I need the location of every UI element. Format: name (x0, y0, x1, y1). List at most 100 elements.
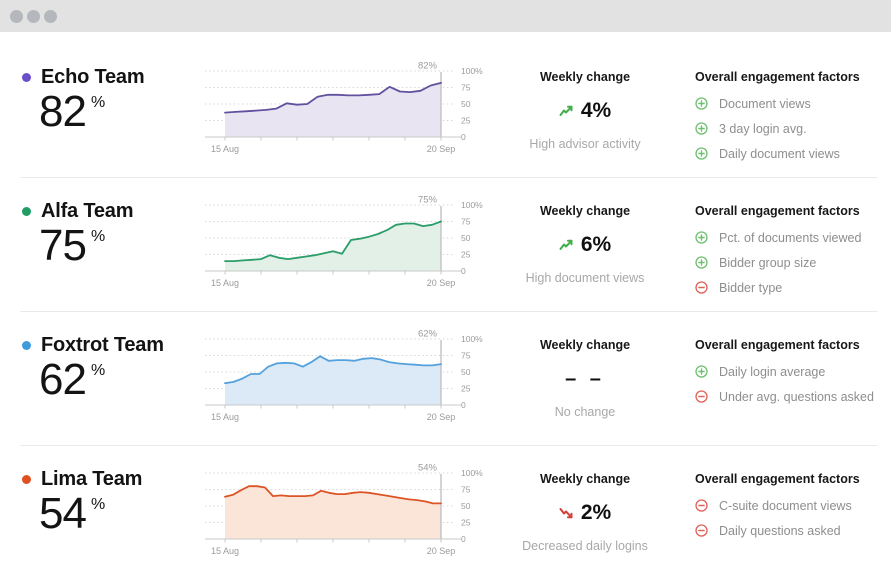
chart-y-axis-label: 50 (461, 501, 471, 511)
chart-y-axis-label: 25 (461, 116, 471, 126)
weekly-change-panel: Weekly change 6% High document views (505, 178, 665, 312)
team-score: 54% (39, 491, 203, 537)
sparkline-area (225, 222, 441, 272)
engagement-sparkline: 62% 100%7550250 15 Aug 20 Sep (203, 312, 505, 446)
engagement-factors-panel: Overall engagement factors C-suite docum… (665, 446, 891, 580)
chart-y-axis-label: 0 (461, 132, 466, 142)
team-name: Echo Team (41, 66, 144, 89)
team-row: Foxtrot Team 62% 62% 100%7550250 15 Aug … (0, 312, 891, 446)
engagement-sparkline: 75% 100%7550250 15 Aug 20 Sep (203, 178, 505, 312)
factor-label: Daily questions asked (719, 524, 841, 538)
chart-x-axis-label: 15 Aug (211, 144, 239, 154)
trend-up-icon (559, 239, 574, 251)
chart-y-axis-label: 75 (461, 217, 471, 227)
chart-x-axis-label: 20 Sep (427, 144, 456, 154)
chart-y-axis-label: 0 (461, 400, 466, 410)
team-color-dot (22, 73, 31, 82)
team-score-value: 54 (39, 489, 86, 538)
percent-sign: % (91, 496, 105, 513)
factors-title: Overall engagement factors (695, 338, 881, 352)
factor-item: Daily questions asked (695, 518, 881, 543)
weekly-change-value: 4% (505, 98, 665, 124)
factor-item: Bidder type (695, 275, 881, 300)
factor-label: 3 day login avg. (719, 122, 807, 136)
chart-y-axis-label: 75 (461, 351, 471, 361)
chart-x-axis-label: 15 Aug (211, 412, 239, 422)
weekly-change-note: High document views (505, 271, 665, 285)
team-summary: Alfa Team 75% (22, 178, 203, 312)
weekly-change-note: High advisor activity (505, 137, 665, 151)
factor-item: Daily login average (695, 359, 881, 384)
team-color-dot (22, 341, 31, 350)
chart-value-label: 75% (418, 195, 438, 206)
team-summary: Lima Team 54% (22, 446, 203, 580)
trend-up-icon (559, 105, 574, 117)
chart-y-axis-label: 100% (461, 334, 483, 344)
team-name: Alfa Team (41, 200, 133, 223)
chart-y-axis-label: 75 (461, 83, 471, 93)
team-score-value: 62 (39, 355, 86, 404)
chart-y-axis-label: 0 (461, 266, 466, 276)
chart-y-axis-label: 25 (461, 250, 471, 260)
team-row: Lima Team 54% 54% 100%7550250 15 Aug 20 … (0, 446, 891, 580)
weekly-change-title: Weekly change (505, 204, 665, 218)
team-row: Alfa Team 75% 75% 100%7550250 15 Aug 20 … (0, 178, 891, 312)
team-score-value: 82 (39, 87, 86, 136)
factor-label: Daily login average (719, 365, 825, 379)
factor-item: 3 day login avg. (695, 116, 881, 141)
app-window: Echo Team 82% 82% 100% 75 50 25 0 15 Aug 20 … (0, 0, 891, 581)
plus-circle-icon (695, 256, 708, 269)
engagement-sparkline: 54% 100%7550250 15 Aug 20 Sep (203, 446, 505, 580)
sparkline-svg: 62% 100%7550250 15 Aug 20 Sep (203, 327, 493, 425)
weekly-change-note: Decreased daily logins (505, 539, 665, 553)
plus-circle-icon (695, 147, 708, 160)
chart-y-axis-label: 75 (461, 485, 471, 495)
chart-y-axis-label: 25 (461, 384, 471, 394)
team-score: 82% (39, 89, 203, 135)
minus-circle-icon (695, 390, 708, 403)
factor-label: Daily document views (719, 147, 840, 161)
factors-list: Pct. of documents viewed Bidder group si… (695, 225, 881, 300)
engagement-sparkline: 82% 100%7550250 15 Aug 20 Sep (203, 44, 505, 178)
plus-circle-icon (695, 97, 708, 110)
minus-circle-icon (695, 499, 708, 512)
factor-item: C-suite document views (695, 493, 881, 518)
weekly-change-note: No change (505, 405, 665, 419)
weekly-change-panel: Weekly change 4% High advisor activity (505, 44, 665, 178)
factor-label: Pct. of documents viewed (719, 231, 861, 245)
weekly-change-title: Weekly change (505, 472, 665, 486)
team-row: Echo Team 82% 82% 100%7550250 15 Aug 20 … (0, 44, 891, 178)
factor-label: Bidder group size (719, 256, 816, 270)
chart-value-label: 62% (418, 329, 438, 340)
window-control-dot[interactable] (27, 10, 40, 23)
factor-label: Bidder type (719, 281, 782, 295)
factor-item: Document views (695, 91, 881, 116)
chart-y-axis-label: 50 (461, 99, 471, 109)
weekly-change-value: 2% (505, 500, 665, 526)
team-color-dot (22, 475, 31, 484)
weekly-change-panel: Weekly change 2% Decreased daily logins (505, 446, 665, 580)
factor-item: Daily document views (695, 141, 881, 166)
factors-list: Document views 3 day login avg. Daily do… (695, 91, 881, 166)
chart-y-axis-label: 100% (461, 200, 483, 210)
weekly-change-value: – – (505, 366, 665, 392)
plus-circle-icon (695, 365, 708, 378)
plus-circle-icon (695, 231, 708, 244)
chart-value-label: 54% (418, 463, 438, 474)
window-control-dot[interactable] (44, 10, 57, 23)
chart-x-axis-label: 15 Aug (211, 278, 239, 288)
team-score: 75% (39, 223, 203, 269)
window-control-dot[interactable] (10, 10, 23, 23)
factors-title: Overall engagement factors (695, 204, 881, 218)
factor-item: Bidder group size (695, 250, 881, 275)
chart-y-axis-label: 100% (461, 468, 483, 478)
chart-x-axis-label: 20 Sep (427, 546, 456, 556)
sparkline-svg: 54% 100%7550250 15 Aug 20 Sep (203, 461, 493, 559)
team-name: Foxtrot Team (41, 334, 164, 357)
percent-sign: % (91, 94, 105, 111)
weekly-change-panel: Weekly change – – No change (505, 312, 665, 446)
plus-circle-icon (695, 122, 708, 135)
chart-x-axis-label: 15 Aug (211, 546, 239, 556)
weekly-change-value: 6% (505, 232, 665, 258)
engagement-factors-panel: Overall engagement factors Document view… (665, 44, 891, 178)
